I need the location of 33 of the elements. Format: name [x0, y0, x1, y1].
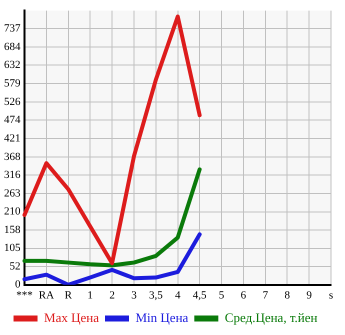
y-tick-label: 105 [4, 242, 21, 254]
y-tick-label: 526 [4, 96, 21, 108]
y-tick-label: 210 [4, 206, 21, 218]
y-tick-label: 632 [4, 59, 20, 72]
x-tick-label: 3,5 [148, 289, 164, 302]
y-tick-label: 263 [4, 187, 21, 200]
y-tick-label: 316 [4, 168, 21, 181]
x-tick-label: R [64, 289, 73, 302]
y-tick-label: 474 [4, 114, 21, 126]
y-tick-label: 737 [4, 22, 21, 35]
x-tick-label: 4,5 [192, 289, 208, 302]
x-tick-label: 4 [175, 289, 181, 302]
y-tick-label: 158 [4, 224, 21, 236]
y-tick-label: 421 [4, 132, 20, 144]
legend-label: Сред.Цена, т.йен [224, 310, 318, 325]
x-tick-label: RA [38, 289, 54, 302]
y-tick-label: 52 [10, 260, 20, 273]
x-tick-label: 1 [87, 289, 93, 302]
x-tick-label: 8 [284, 289, 290, 302]
legend-label: Min Цена [136, 310, 189, 325]
y-tick-label: 0 [15, 278, 21, 291]
y-tick-label: 579 [4, 77, 21, 90]
x-tick-label: s [328, 289, 334, 302]
x-tick-label: 2 [109, 289, 115, 302]
x-tick-label: 6 [240, 289, 247, 302]
x-tick-label: *** [16, 289, 33, 302]
x-tick-label: 5 [218, 289, 225, 302]
x-tick-label: 3 [131, 289, 138, 302]
y-tick-label: 684 [4, 40, 21, 53]
x-tick-label: 7 [262, 289, 269, 302]
x-tick-label: 9 [306, 289, 312, 302]
y-tick-label: 368 [4, 150, 21, 163]
legend-label: Max Цена [44, 310, 100, 325]
